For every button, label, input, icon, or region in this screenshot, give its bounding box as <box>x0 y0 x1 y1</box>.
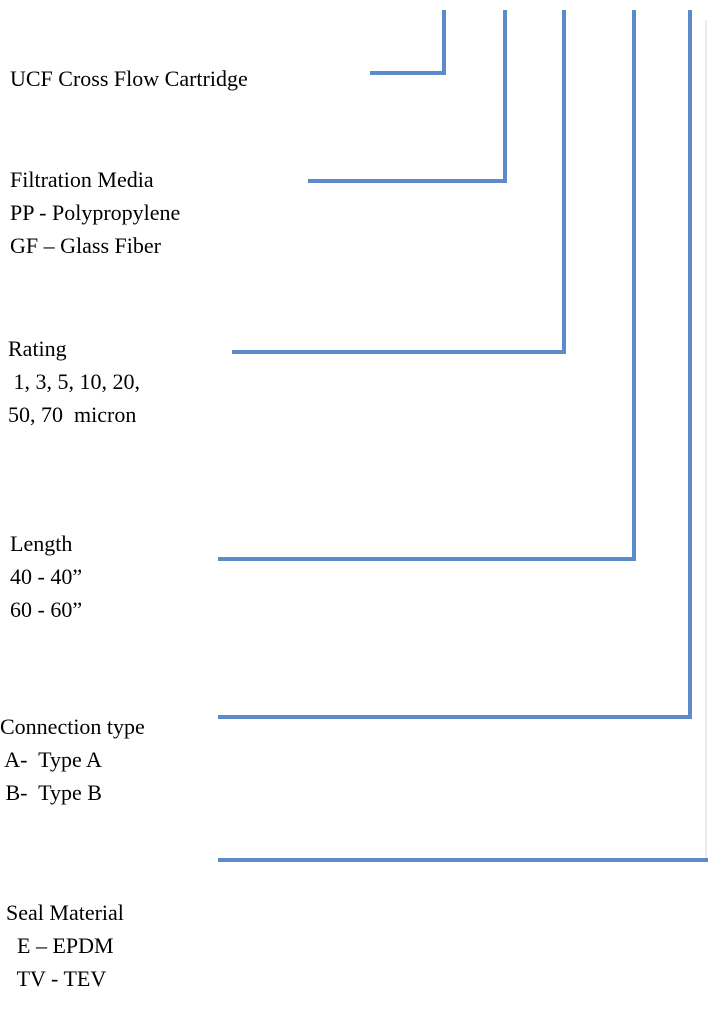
connector <box>232 10 566 354</box>
connector <box>370 10 446 75</box>
group-title: Connection type <box>0 714 145 739</box>
connector <box>218 10 692 719</box>
connector <box>218 10 636 561</box>
group-title: Length <box>10 531 72 556</box>
connector <box>308 10 507 183</box>
option-label: 60 - 60” <box>10 597 82 622</box>
option-label: E – EPDM <box>6 933 114 958</box>
option-label: TV - TEV <box>6 966 106 991</box>
group-title: Rating <box>8 336 67 361</box>
option-label: A- Type A <box>0 747 102 772</box>
option-label: 50, 70 micron <box>8 402 136 427</box>
group-title: Filtration Media <box>10 167 154 192</box>
option-label: B- Type B <box>0 780 102 805</box>
option-label: 40 - 40” <box>10 564 82 589</box>
option-label: PP - Polypropylene <box>10 200 180 225</box>
group-title: UCF Cross Flow Cartridge <box>10 66 248 91</box>
option-label: GF – Glass Fiber <box>10 233 162 258</box>
group-title: Seal Material <box>6 900 124 925</box>
option-label: 1, 3, 5, 10, 20, <box>8 369 140 394</box>
